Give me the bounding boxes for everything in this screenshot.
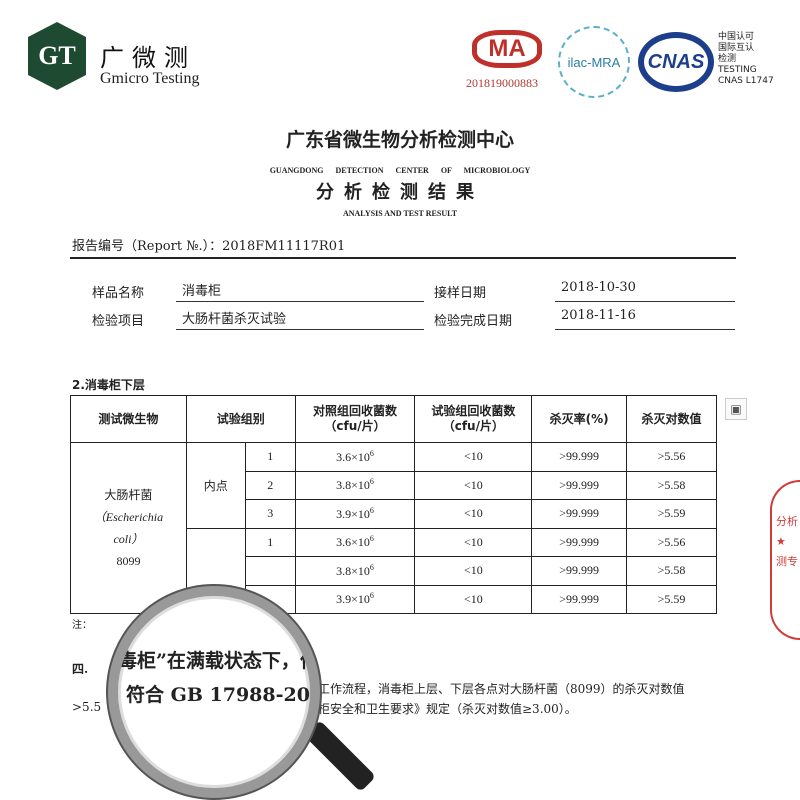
table-row: 3.8×106 <10 >99.999 >5.58 <box>71 556 717 586</box>
col-header: 试验组回收菌数（cfu/片） <box>414 395 533 443</box>
kill-log-cell: >5.58 <box>626 470 717 500</box>
organism-cell: 大肠杆菌 （Escherichia coli） 8099 <box>70 442 187 614</box>
sample-name-value: 消毒柜 <box>176 280 424 302</box>
control-count-exponent: 6 <box>369 562 374 572</box>
kill-rate-cell: >99.999 <box>531 442 628 472</box>
magnified-text-2: 符合 GB 17988-2008《食 <box>126 684 320 706</box>
organism-strain: 8099 <box>116 554 141 568</box>
receive-date-value: 2018-10-30 <box>555 280 735 302</box>
gt-logo-icon: GT <box>28 22 86 90</box>
section-title: 2.消毒柜下层 <box>72 378 145 392</box>
group-cell: 内点 <box>185 442 246 529</box>
cnas-caption: 中国认可 国际互认 检测 TESTING CNAS L1747 <box>718 32 774 86</box>
scan-icon[interactable]: ▣ <box>725 398 747 420</box>
control-count-cell: 3.9×106 <box>294 584 416 614</box>
control-count-cell: 3.6×106 <box>294 527 416 557</box>
control-count-base: 3.8×10 <box>336 478 370 493</box>
test-item-value: 大肠杆菌杀灭试验 <box>176 308 424 330</box>
kill-rate-cell: >99.999 <box>531 556 628 586</box>
brand-name-cn: 广微测 <box>100 44 196 72</box>
col-header: 测试微生物 <box>70 395 187 443</box>
test-item-label: 检验项目 <box>92 314 145 329</box>
conclusion-line-2: 柜安全和卫生要求》规定（杀灭对数值≥3.00）。 <box>318 702 577 716</box>
kill-rate-cell: >99.999 <box>531 470 628 500</box>
col-header: 试验组别 <box>185 395 296 443</box>
kill-log-cell: >5.56 <box>626 442 717 472</box>
control-count-cell: 3.9×106 <box>294 499 416 529</box>
control-count-exponent: 6 <box>369 534 374 544</box>
complete-date-label: 检验完成日期 <box>434 314 513 329</box>
col-header: 杀灭对数值 <box>626 395 717 443</box>
replicate-cell <box>244 556 296 586</box>
doc-title-en: GUANGDONG DETECTION CENTER OF MICROBIOLO… <box>269 166 531 175</box>
kill-log-cell: >5.56 <box>626 527 717 557</box>
control-count-base: 3.8×10 <box>336 563 370 578</box>
replicate-cell: 1 <box>244 527 296 557</box>
test-count-cell: <10 <box>414 470 533 500</box>
table-header-row: 测试微生物 试验组别 对照组回收菌数（cfu/片） 试验组回收菌数（cfu/片）… <box>70 395 717 443</box>
brand-name-en: Gmicro Testing <box>100 70 200 87</box>
complete-date-value: 2018-11-16 <box>555 308 735 330</box>
control-count-exponent: 6 <box>369 505 374 515</box>
conclusion-heading: 四. <box>72 662 89 676</box>
col-header: 杀灭率(%) <box>531 395 628 443</box>
control-count-base: 3.6×10 <box>336 449 370 464</box>
table-row: 大肠杆菌 （Escherichia coli） 8099 内点 1 3.6×106 <10… <box>70 442 717 614</box>
conclusion-line-1: 工作流程，消毒柜上层、下层各点对大肠杆菌（8099）的杀灭对数值 <box>318 682 685 696</box>
receive-date-label: 接样日期 <box>434 286 487 301</box>
kill-rate-cell: >99.999 <box>531 584 628 614</box>
table-row: 2 3.8×106 <10 >99.999 >5.58 <box>71 470 717 500</box>
control-count-base: 3.9×10 <box>336 506 370 521</box>
report-number: 报告编号（Report №.）：2018FM11117R01 <box>72 239 346 254</box>
control-count-cell: 3.8×106 <box>294 470 416 500</box>
magnifier-handle-icon <box>303 719 377 793</box>
control-count-exponent: 6 <box>369 448 374 458</box>
divider <box>70 257 736 259</box>
kill-rate-cell: >99.999 <box>531 527 628 557</box>
note-prefix: 注： <box>72 620 92 631</box>
doc-title-cn: 广东省微生物分析检测中心 <box>285 129 514 151</box>
cma-logo-icon: MA <box>472 30 542 68</box>
magnifying-glass-icon: 毒柜”在满载状态下，作 符合 GB 17988-2008《食 <box>108 586 320 798</box>
kill-rate-cell: >99.999 <box>531 499 628 529</box>
test-count-cell: <10 <box>414 499 533 529</box>
red-stamp: 分析 ★ 测专 <box>770 480 800 640</box>
control-count-exponent: 6 <box>369 591 374 601</box>
kill-log-cell: >5.59 <box>626 584 717 614</box>
control-count-exponent: 6 <box>369 477 374 487</box>
test-count-cell: <10 <box>414 584 533 614</box>
organism-latin-2: coli） <box>113 532 144 546</box>
replicate-cell: 1 <box>244 442 296 472</box>
organism-name: 大肠杆菌 <box>104 488 153 502</box>
control-count-base: 3.6×10 <box>336 535 370 550</box>
organism-latin: （Escherichia <box>93 510 164 524</box>
test-count-cell: <10 <box>414 556 533 586</box>
col-header: 对照组回收菌数（cfu/片） <box>294 395 416 443</box>
sample-name-label: 样品名称 <box>92 286 145 301</box>
results-table: 测试微生物 试验组别 对照组回收菌数（cfu/片） 试验组回收菌数（cfu/片）… <box>70 395 717 614</box>
test-count-cell: <10 <box>414 527 533 557</box>
cnas-logo-icon: CNAS <box>638 32 714 92</box>
control-count-cell: 3.6×106 <box>294 442 416 472</box>
cma-number: 201819000883 <box>466 76 538 90</box>
control-count-base: 3.9×10 <box>336 592 370 607</box>
conclusion-line-2-start: >5.5 <box>72 700 102 714</box>
kill-log-cell: >5.59 <box>626 499 717 529</box>
doc-subtitle-en: ANALYSIS AND TEST RESULT <box>342 209 458 218</box>
test-count-cell: <10 <box>414 442 533 472</box>
kill-log-cell: >5.58 <box>626 556 717 586</box>
replicate-cell: 2 <box>244 470 296 500</box>
ilac-mra-logo-icon: ilac-MRA <box>558 26 630 98</box>
doc-subtitle-cn: 分析检测结果 <box>316 182 484 203</box>
magnified-text-1: 毒柜”在满载状态下，作 <box>118 650 319 672</box>
control-count-cell: 3.8×106 <box>294 556 416 586</box>
replicate-cell: 3 <box>244 499 296 529</box>
